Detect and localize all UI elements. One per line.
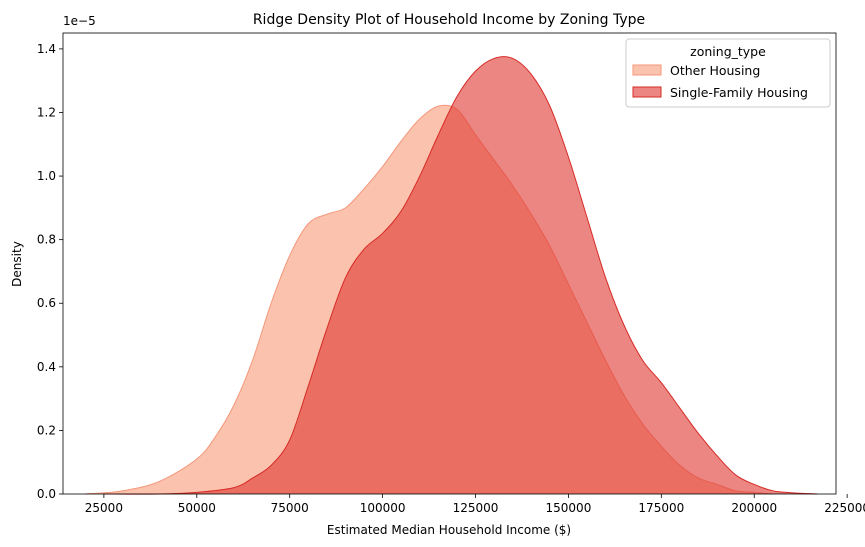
x-tick-label: 100000: [360, 501, 406, 515]
legend: zoning_type Other Housing Single-Family …: [625, 38, 831, 108]
chart-title: Ridge Density Plot of Household Income b…: [253, 12, 645, 28]
x-tick-label: 200000: [731, 501, 777, 515]
legend-label-other-housing: Other Housing: [670, 63, 760, 78]
legend-label-single-family-housing: Single-Family Housing: [670, 85, 808, 100]
legend-swatch-other-housing: [632, 64, 662, 76]
y-tick-label: 1.0: [37, 169, 56, 183]
x-tick-label: 25000: [85, 501, 123, 515]
legend-swatch-single-family-housing: [632, 86, 662, 98]
y-tick-label: 1.2: [37, 105, 56, 119]
series-layer: [85, 56, 818, 495]
y-tick-label: 0.2: [37, 423, 56, 437]
y-tick-label: 0.6: [37, 296, 56, 310]
x-tick-label: 125000: [453, 501, 499, 515]
legend-title: zoning_type: [690, 44, 766, 59]
x-tick-label: 75000: [271, 501, 309, 515]
density-line-single-family-housing: [103, 56, 818, 495]
y-offset-label: 1e−5: [63, 14, 96, 28]
legend-box: [625, 38, 831, 108]
x-axis: 25000 50000 75000 100000 125000 150000 175000 2…: [85, 494, 865, 515]
y-axis-title: Density: [10, 241, 24, 287]
y-tick-label: 1.4: [37, 42, 56, 56]
x-tick-label: 50000: [178, 501, 216, 515]
x-axis-title: Estimated Median Household Income ($): [327, 523, 571, 537]
x-tick-label: 150000: [546, 501, 592, 515]
density-area-single-family-housing: [103, 56, 818, 495]
x-tick-label: 175000: [638, 501, 684, 515]
plot-frame: [62, 32, 837, 495]
y-tick-label: 0.4: [37, 360, 56, 374]
y-axis: 0.0 0.2 0.4 0.6 0.8 1.0 1.2 1.4: [37, 42, 63, 501]
y-tick-label: 0.8: [37, 233, 56, 247]
y-tick-label: 0.0: [37, 487, 56, 501]
